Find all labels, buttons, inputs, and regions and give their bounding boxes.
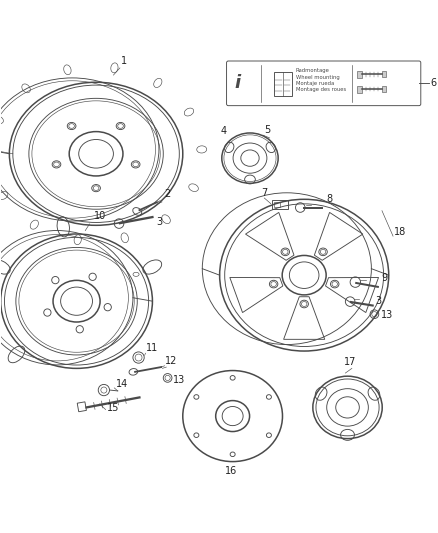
Bar [357, 86, 362, 93]
Text: Montaje rueda: Montaje rueda [296, 80, 334, 86]
Bar [274, 202, 280, 207]
Text: 18: 18 [394, 227, 406, 237]
Text: 15: 15 [107, 403, 119, 413]
Text: 4: 4 [220, 126, 226, 136]
Text: i: i [235, 74, 241, 92]
Text: Radmontage: Radmontage [296, 68, 329, 74]
Text: 5: 5 [264, 125, 271, 135]
Text: 14: 14 [116, 379, 128, 389]
Bar [272, 200, 288, 209]
Text: 8: 8 [327, 195, 333, 204]
Text: 1: 1 [121, 56, 127, 67]
Text: 11: 11 [146, 343, 159, 353]
Bar [77, 402, 86, 411]
Text: 3: 3 [376, 296, 382, 306]
Text: Montage des roues: Montage des roues [296, 87, 346, 92]
Text: 2: 2 [165, 189, 171, 199]
Text: 17: 17 [344, 357, 357, 367]
Text: 12: 12 [165, 356, 177, 366]
Text: 13: 13 [173, 375, 186, 385]
Bar [382, 71, 386, 77]
Text: 13: 13 [381, 310, 393, 320]
Text: 3: 3 [157, 217, 163, 227]
Text: 6: 6 [430, 78, 436, 88]
Text: 9: 9 [381, 273, 388, 283]
Text: 16: 16 [225, 466, 237, 477]
Text: 10: 10 [94, 211, 106, 221]
Text: 7: 7 [261, 188, 267, 198]
Bar [274, 72, 292, 96]
Text: Wheel mounting: Wheel mounting [296, 75, 339, 79]
Bar [382, 86, 386, 92]
Bar [357, 71, 362, 78]
